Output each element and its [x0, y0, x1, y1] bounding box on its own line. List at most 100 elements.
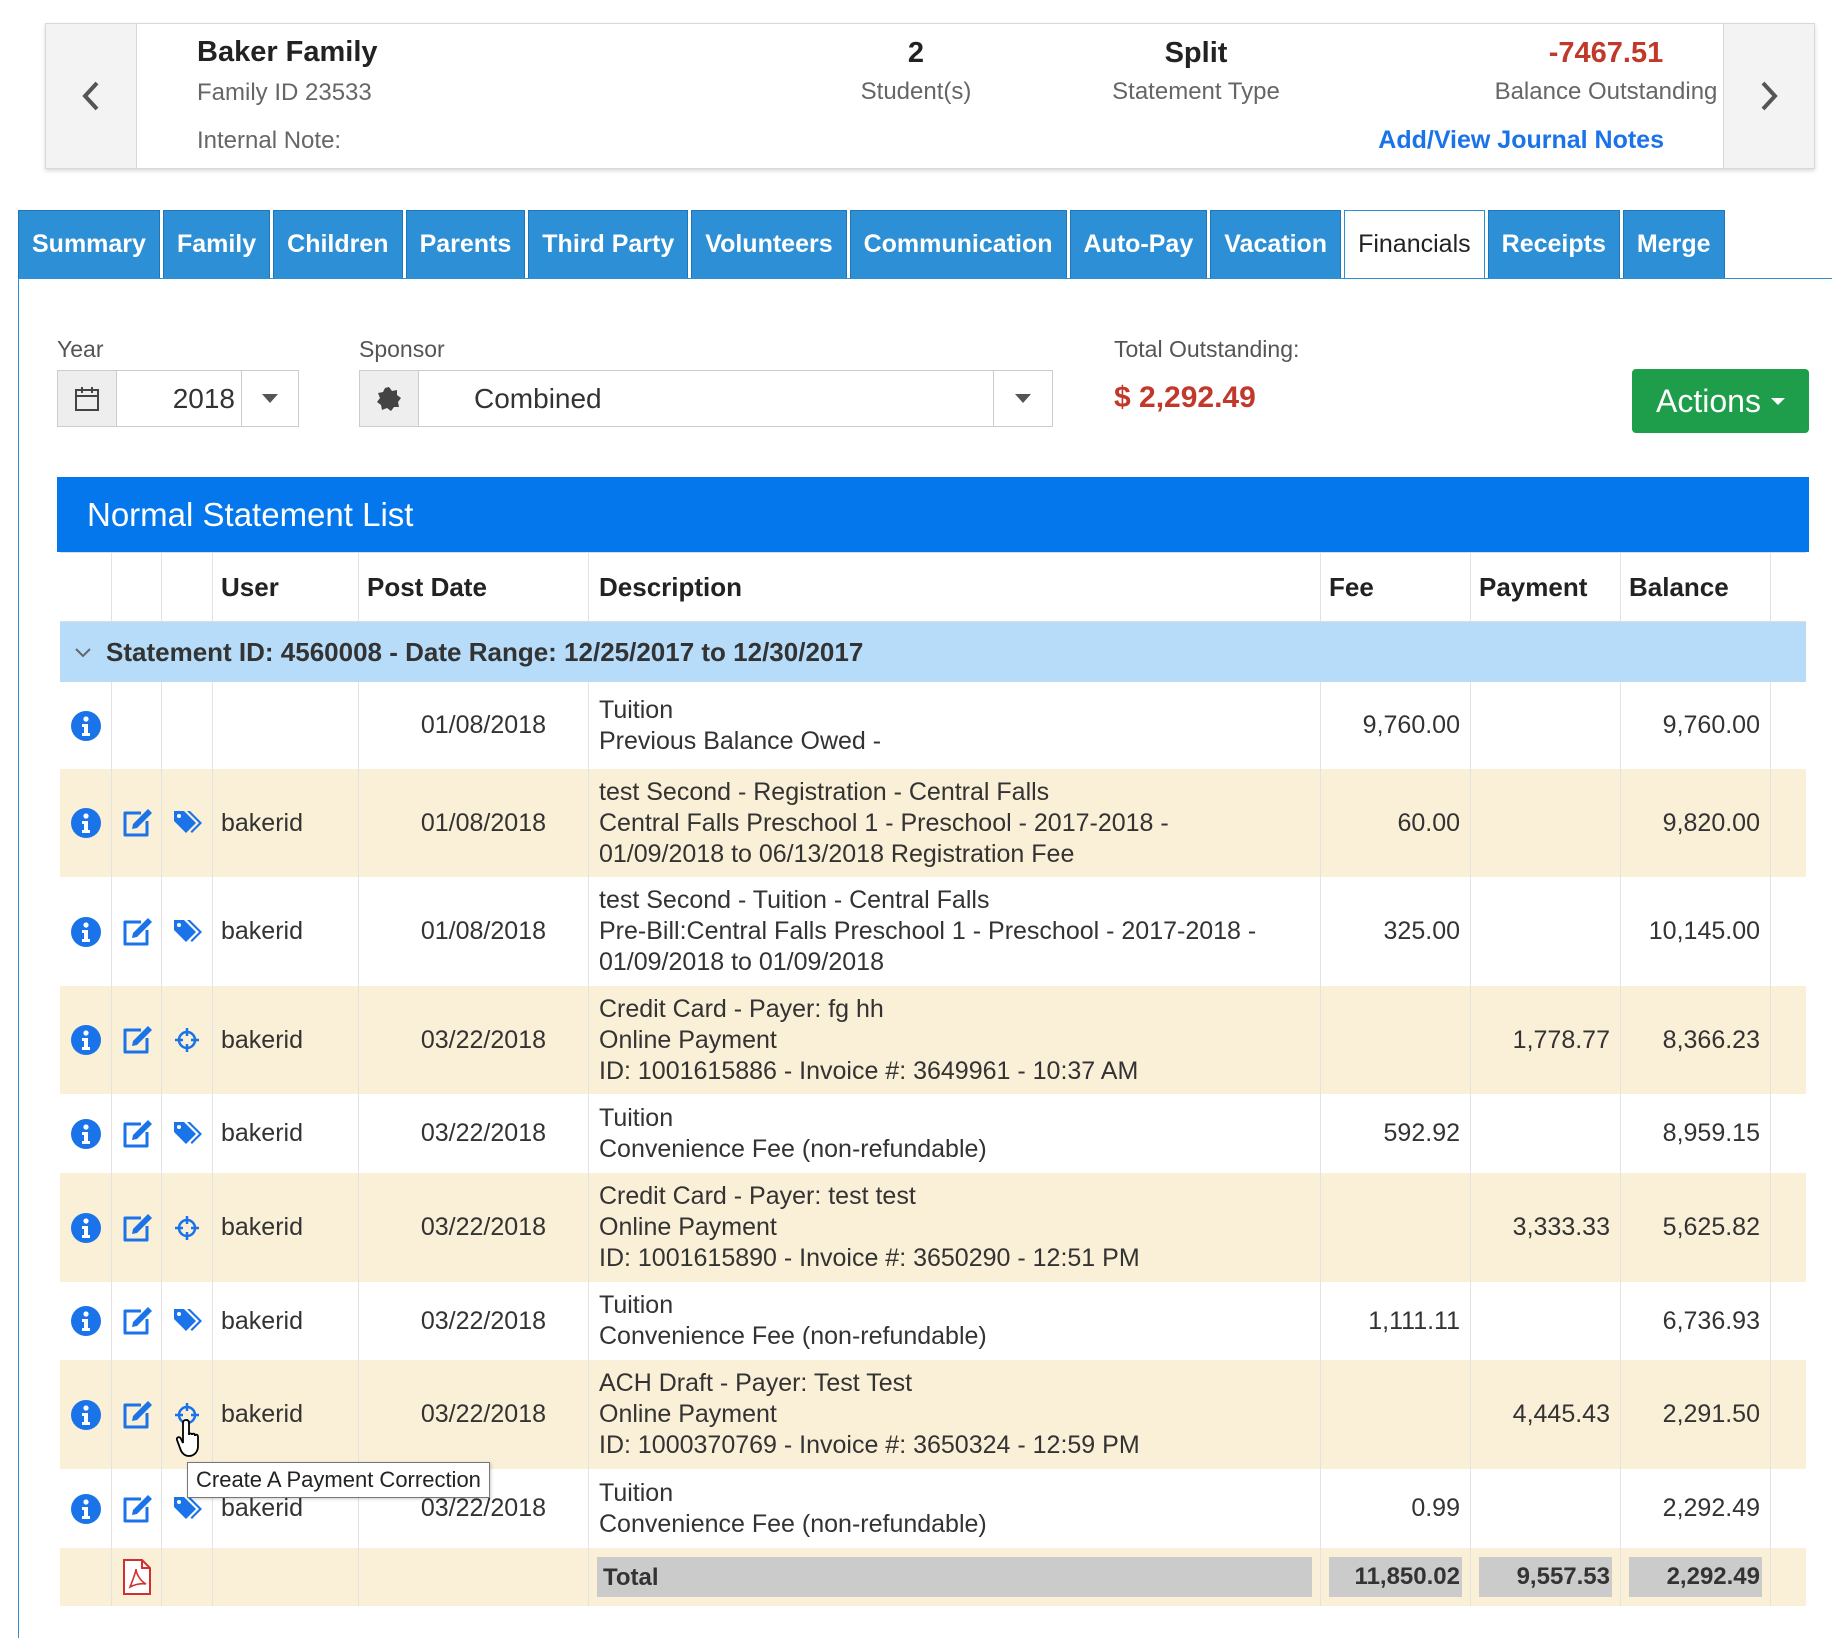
row-payment [1471, 1094, 1621, 1173]
row-payment: 3,333.33 [1471, 1173, 1621, 1282]
edit-icon[interactable] [120, 1212, 154, 1244]
tab-third-party[interactable]: Third Party [528, 210, 689, 278]
sponsor-select[interactable]: Combined [359, 370, 1053, 427]
header-description[interactable]: Description [589, 553, 1321, 621]
row-user: bakerid [213, 1173, 359, 1282]
row-icon-cell [162, 682, 213, 769]
table-row: bakerid 03/22/2018 Credit Card - Payer: fg… [60, 986, 1806, 1094]
row-payment [1471, 1469, 1621, 1548]
balance-outstanding-label: Balance Outstanding [1494, 78, 1718, 105]
row-user: bakerid [213, 769, 359, 877]
info-icon[interactable] [70, 1399, 102, 1431]
row-icon-cell [112, 1360, 162, 1469]
description-line: Tuition [599, 695, 674, 724]
edit-icon[interactable] [120, 916, 154, 948]
edit-icon[interactable] [120, 1024, 154, 1056]
row-icon-cell [60, 986, 112, 1094]
statement-rows: 01/08/2018 Tuition Previous Balance Owed -… [60, 682, 1806, 1548]
total-fee-cell: 11,850.02 [1321, 1548, 1471, 1606]
total-fee: 11,850.02 [1329, 1557, 1462, 1597]
header-payment[interactable]: Payment [1471, 553, 1621, 621]
tab-family[interactable]: Family [162, 210, 271, 278]
tab-children[interactable]: Children [273, 210, 403, 278]
edit-icon[interactable] [120, 807, 154, 839]
row-end-col [1771, 1094, 1806, 1173]
row-post-date: 01/08/2018 [359, 877, 589, 986]
journal-notes-link[interactable]: Add/View Journal Notes [1378, 126, 1664, 154]
edit-icon[interactable] [120, 1118, 154, 1150]
header-user[interactable]: User [213, 553, 359, 621]
edit-icon[interactable] [120, 1493, 154, 1525]
row-fee: 60.00 [1321, 769, 1471, 877]
tab-merge[interactable]: Merge [1622, 210, 1725, 278]
description-line: Online Payment [599, 1400, 777, 1428]
header-balance[interactable]: Balance [1621, 553, 1771, 621]
info-icon[interactable] [70, 1024, 102, 1056]
tab-communication[interactable]: Communication [849, 210, 1067, 278]
hand-cursor-icon [176, 1419, 199, 1457]
statement-group-row[interactable]: Statement ID: 4560008 - Date Range: 12/2… [60, 622, 1806, 682]
info-icon[interactable] [70, 916, 102, 948]
statement-type-value: Split [1164, 37, 1228, 69]
tab-financials[interactable]: Financials [1344, 210, 1485, 279]
sponsor-label: Sponsor [359, 336, 445, 362]
info-icon[interactable] [70, 1305, 102, 1337]
row-balance: 5,625.82 [1621, 1173, 1771, 1282]
description-line: test Second - Tuition - Central Falls [599, 886, 990, 914]
payment-correction-icon[interactable] [174, 1027, 200, 1053]
row-icon-cell [60, 1094, 112, 1173]
tag-icon[interactable] [172, 918, 202, 946]
table-row: bakerid 03/22/2018 ACH Draft - Payer: Test… [60, 1360, 1806, 1469]
description-line: Online Payment [599, 1025, 777, 1054]
header-end-col [1771, 553, 1806, 621]
row-icon-cell [60, 1360, 112, 1469]
row-post-date: 03/22/2018 [359, 986, 589, 1094]
total-label: Total [597, 1557, 1312, 1597]
payment-correction-icon[interactable] [174, 1215, 200, 1241]
table-row: 01/08/2018 Tuition Previous Balance Owed -… [60, 682, 1806, 769]
edit-icon[interactable] [120, 1305, 154, 1337]
row-description: test Second - Tuition - Central Falls Pre… [589, 877, 1321, 986]
next-family-button[interactable] [1723, 24, 1814, 168]
info-icon[interactable] [70, 807, 102, 839]
row-balance: 9,820.00 [1621, 769, 1771, 877]
tab-summary[interactable]: Summary [18, 210, 160, 278]
statement-list-header: Normal Statement List [57, 477, 1809, 552]
pdf-icon[interactable] [112, 1548, 162, 1606]
actions-label: Actions [1656, 382, 1761, 419]
row-icon-cell [162, 1094, 213, 1173]
header-fee[interactable]: Fee [1321, 553, 1471, 621]
row-description: Tuition Convenience Fee (non-refundable) [589, 1094, 1321, 1173]
edit-icon[interactable] [120, 1399, 154, 1431]
year-select[interactable]: 2018 [57, 370, 299, 427]
tab-vacation[interactable]: Vacation [1210, 210, 1342, 278]
row-end-col [1771, 1173, 1806, 1282]
tag-icon[interactable] [172, 1495, 202, 1523]
info-icon[interactable] [70, 1493, 102, 1525]
actions-button[interactable]: Actions [1632, 369, 1809, 433]
description-line: Credit Card - Payer: test test [599, 1182, 916, 1210]
chevron-down-icon[interactable] [74, 643, 92, 661]
tab-parents[interactable]: Parents [405, 210, 526, 278]
tab-receipts[interactable]: Receipts [1487, 210, 1620, 278]
year-dropdown-button[interactable] [241, 371, 298, 426]
table-row: bakerid 01/08/2018 test Second - Tuition -… [60, 877, 1806, 986]
tab-auto-pay[interactable]: Auto-Pay [1069, 210, 1208, 278]
total-info-col [60, 1548, 112, 1606]
statement-group-label: Statement ID: 4560008 - Date Range: 12/2… [106, 636, 864, 667]
row-icon-cell [60, 1173, 112, 1282]
description-lines: Credit Card - Payer: test test Online Pay… [599, 1181, 1140, 1274]
header-post-date[interactable]: Post Date [359, 553, 589, 621]
description-line: ACH Draft - Payer: Test Test [599, 1369, 913, 1397]
tag-icon[interactable] [172, 1307, 202, 1335]
total-date-col [359, 1548, 589, 1606]
description-line: Tuition [599, 1291, 674, 1319]
info-icon[interactable] [70, 1118, 102, 1150]
previous-family-button[interactable] [46, 24, 137, 168]
tag-icon[interactable] [172, 1120, 202, 1148]
info-icon[interactable] [70, 710, 102, 742]
info-icon[interactable] [70, 1212, 102, 1244]
tab-volunteers[interactable]: Volunteers [691, 210, 847, 278]
sponsor-dropdown-button[interactable] [993, 371, 1052, 426]
tag-icon[interactable] [172, 809, 202, 837]
